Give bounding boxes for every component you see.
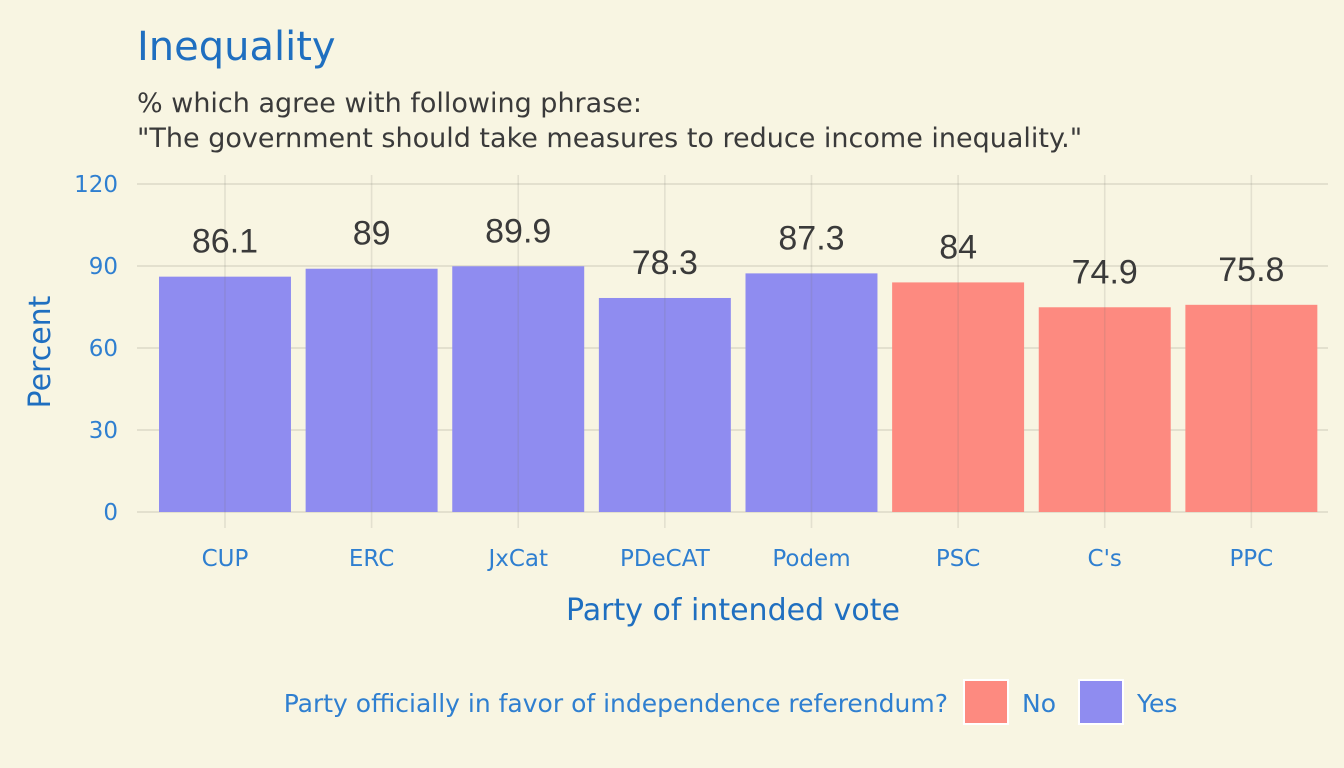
bar-jxcat bbox=[452, 266, 585, 512]
y-tick-label: 90 bbox=[89, 254, 118, 280]
chart-title: Inequality bbox=[137, 24, 336, 70]
bar-cup bbox=[159, 276, 291, 512]
bar-labels: 86.1 89 89.9 78.3 87.3 84 74.9 75.8 bbox=[192, 212, 1285, 291]
bar-value-label: 89 bbox=[353, 215, 391, 253]
legend-label-yes: Yes bbox=[1136, 689, 1177, 718]
bar-value-label: 84 bbox=[939, 228, 977, 266]
chart-subtitle-line-2: "The government should take measures to … bbox=[137, 123, 1082, 154]
bar-value-label: 78.3 bbox=[632, 244, 698, 282]
legend: Party officially in favor of independenc… bbox=[284, 679, 1177, 725]
legend-title: Party officially in favor of independenc… bbox=[284, 689, 948, 718]
legend-key-yes bbox=[1078, 679, 1124, 725]
bar-value-label: 74.9 bbox=[1072, 253, 1138, 291]
y-tick-label: 0 bbox=[103, 500, 118, 526]
bar-podem bbox=[745, 273, 878, 512]
x-tick-label: Podem bbox=[772, 546, 850, 572]
chart-subtitle-line-1: % which agree with following phrase: bbox=[137, 88, 642, 119]
bar-ppc bbox=[1185, 304, 1318, 512]
bar-cs bbox=[1038, 307, 1171, 512]
bar-value-label: 87.3 bbox=[778, 219, 844, 257]
legend-key-no bbox=[963, 679, 1009, 725]
bar-value-label: 86.1 bbox=[192, 223, 258, 261]
bars bbox=[159, 175, 1318, 528]
x-tick-label: JxCat bbox=[486, 546, 548, 572]
bar-value-label: 89.9 bbox=[485, 212, 551, 250]
y-tick-label: 30 bbox=[89, 418, 118, 444]
y-tick-label: 60 bbox=[89, 336, 118, 362]
y-axis-title: Percent bbox=[23, 295, 58, 408]
x-tick-label: PPC bbox=[1229, 546, 1273, 572]
y-axis-ticks: 0 30 60 90 120 bbox=[74, 172, 118, 526]
x-axis-ticks: CUP ERC JxCat PDeCAT Podem PSC C's PPC bbox=[202, 546, 1274, 572]
x-tick-label: PDeCAT bbox=[620, 546, 711, 572]
bar-pdecat bbox=[598, 297, 731, 512]
x-tick-label: PSC bbox=[936, 546, 981, 572]
x-tick-label: CUP bbox=[202, 546, 249, 572]
y-tick-label: 120 bbox=[74, 172, 118, 198]
bar-psc bbox=[892, 282, 1025, 512]
x-tick-label: ERC bbox=[349, 546, 394, 572]
x-tick-label: C's bbox=[1088, 546, 1122, 572]
legend-label-no: No bbox=[1022, 689, 1056, 718]
bar-value-label: 75.8 bbox=[1218, 251, 1284, 289]
x-axis-title: Party of intended vote bbox=[566, 593, 900, 628]
bar-erc bbox=[305, 268, 438, 512]
